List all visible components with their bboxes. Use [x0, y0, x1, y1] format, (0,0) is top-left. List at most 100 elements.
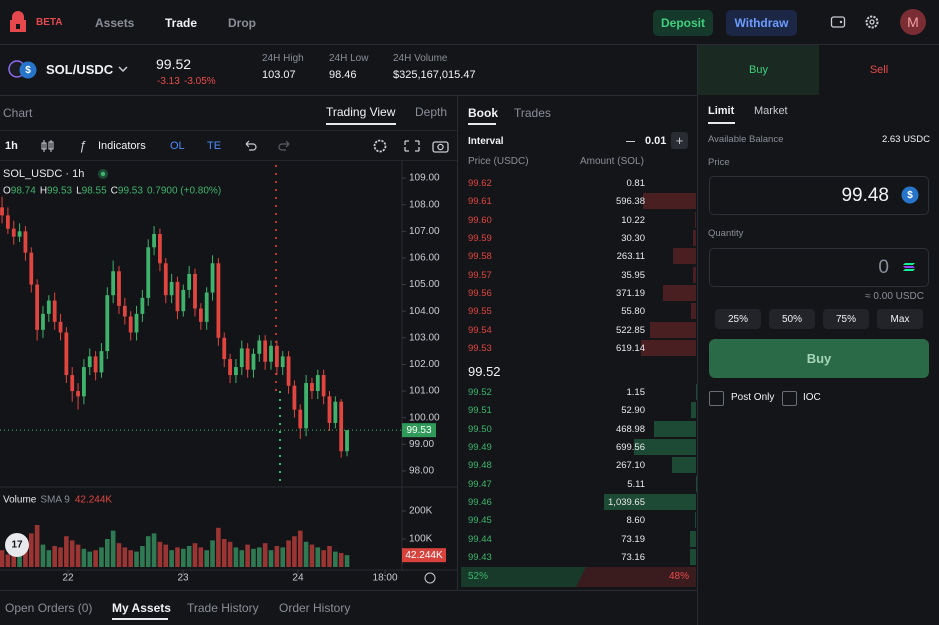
volume-bar — [87, 551, 93, 567]
volume-bar — [104, 539, 110, 567]
price-input[interactable] — [709, 176, 929, 215]
order-type-tab[interactable]: Market — [754, 105, 788, 117]
volume-bar — [327, 546, 332, 567]
quantity-usdc: ≈ 0.00 USDC — [865, 291, 924, 302]
withdraw-button[interactable] — [726, 10, 797, 36]
legend-key: L — [76, 186, 82, 197]
book-amount: 10.22 — [621, 214, 645, 226]
quantity-input[interactable] — [709, 248, 929, 287]
order-type-tab[interactable]: Limit — [708, 105, 735, 117]
percent-button[interactable] — [877, 309, 923, 329]
buy-side-tab[interactable] — [698, 45, 819, 95]
y-tick-label: 106.00 — [409, 253, 440, 264]
chart-symbol: SOL_USDC · 1h — [3, 168, 84, 180]
candle-body — [204, 292, 209, 322]
depth-bar — [641, 340, 696, 357]
bottom-tab[interactable]: Order History — [279, 601, 351, 615]
percent-label: 75% — [835, 314, 856, 325]
plus-button[interactable]: + — [671, 132, 688, 149]
book-price: 99.48 — [468, 460, 492, 472]
candle-type-icon[interactable] — [40, 138, 56, 154]
volume-bar — [140, 546, 145, 567]
volume-bar — [297, 530, 303, 567]
depth-bar — [689, 530, 696, 547]
quantity-value: 0 — [878, 257, 889, 278]
nav-link[interactable]: Trade — [165, 16, 198, 30]
depth-bar — [654, 420, 696, 437]
avatar[interactable] — [900, 9, 926, 35]
y-tick-label: 104.00 — [409, 306, 440, 317]
checkbox[interactable] — [782, 391, 797, 406]
book-price: 99.59 — [468, 233, 492, 245]
book-tab[interactable]: Book — [468, 106, 498, 120]
tab-underline — [326, 123, 396, 125]
price-label: Price — [708, 157, 730, 168]
fx-icon[interactable]: ƒ — [79, 138, 87, 153]
percent-label: Max — [890, 314, 910, 325]
volume-bar — [128, 550, 133, 567]
settings-icon[interactable] — [864, 14, 880, 30]
volume-bar — [251, 548, 256, 567]
book-amount: 468.98 — [615, 423, 645, 435]
candle-body — [64, 332, 69, 376]
volume-bar — [58, 547, 63, 567]
toolbar-tag[interactable]: OL — [170, 140, 185, 152]
book-price: 99.52 — [468, 387, 492, 398]
candle-body — [169, 281, 174, 296]
candle-body — [128, 316, 133, 333]
undo-redo-icons[interactable] — [243, 139, 293, 153]
price-change: -3.13 — [157, 76, 180, 87]
divider — [0, 95, 697, 96]
book-price: 99.51 — [468, 405, 492, 417]
nav-link[interactable]: Drop — [228, 16, 256, 30]
divider — [0, 44, 939, 45]
candle-body — [286, 356, 291, 386]
legend-value: 98.74 — [11, 186, 36, 197]
volume-bar — [186, 546, 192, 567]
bottom-tab[interactable]: My Assets — [112, 601, 171, 615]
volume-bar — [52, 546, 57, 567]
y-tick-label: 103.00 — [409, 332, 440, 343]
volume-bar — [69, 540, 75, 567]
candle-body — [327, 396, 332, 423]
percent-button[interactable] — [769, 309, 815, 329]
chart-tab[interactable]: Depth — [415, 105, 448, 119]
sell-side-label[interactable]: Sell — [869, 64, 889, 76]
percent-button[interactable] — [715, 309, 761, 329]
submit-button[interactable] — [709, 339, 929, 378]
bottom-tab[interactable]: Open Orders (0) — [5, 601, 93, 615]
toolbar-icons[interactable] — [372, 138, 450, 154]
candle-body — [298, 409, 303, 429]
legend-value: 99.53 — [118, 186, 143, 197]
volume-last: 42.244K — [75, 495, 113, 506]
volume-bar — [134, 551, 139, 567]
depth-bar — [691, 303, 696, 320]
volume-bar — [34, 525, 40, 567]
deposit-label: Deposit — [660, 16, 705, 30]
minus-button[interactable] — [626, 141, 635, 142]
option-label: IOC — [803, 392, 821, 403]
divider — [457, 95, 458, 590]
balance-label: Available Balance — [708, 134, 784, 145]
pair-chevron[interactable] — [117, 64, 129, 74]
book-amount: 371.19 — [615, 288, 645, 300]
candle-body — [17, 231, 22, 237]
svg-text:$: $ — [25, 65, 31, 76]
candle-body — [274, 345, 279, 368]
book-price: 99.47 — [468, 478, 492, 490]
wallet-icon[interactable] — [830, 14, 846, 30]
trades-tab[interactable]: Trades — [514, 106, 551, 120]
nav-link[interactable]: Assets — [95, 16, 135, 30]
interval-button[interactable]: 1h — [5, 140, 18, 152]
checkbox[interactable] — [709, 391, 724, 406]
price-change-pct: -3.05% — [184, 76, 216, 87]
deposit-button[interactable] — [653, 10, 713, 36]
volume-bar — [315, 547, 321, 567]
indicators-button[interactable]: Indicators — [98, 140, 146, 152]
percent-button[interactable] — [823, 309, 869, 329]
toolbar-tag[interactable]: TE — [207, 140, 222, 152]
depth-bar — [672, 248, 696, 265]
candle-body — [46, 300, 51, 314]
bottom-tab[interactable]: Trade History — [187, 601, 259, 615]
chart-tab[interactable]: Trading View — [326, 105, 396, 119]
